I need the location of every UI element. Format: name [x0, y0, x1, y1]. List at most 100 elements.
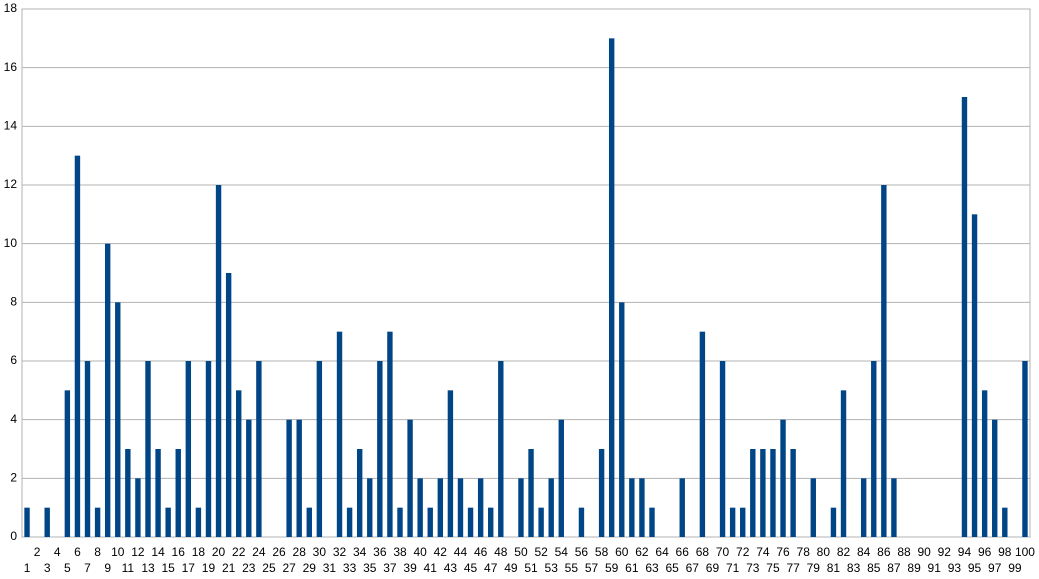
- bar: [780, 419, 786, 537]
- bar: [356, 449, 363, 537]
- y-tick-label: 12: [4, 177, 18, 191]
- x-tick-label: 31: [323, 561, 337, 575]
- bar: [467, 507, 474, 537]
- bar: [74, 155, 81, 537]
- x-tick-label: 41: [424, 561, 438, 575]
- y-tick-label: 10: [4, 236, 18, 250]
- bar: [256, 361, 262, 537]
- x-tick-label: 69: [706, 561, 720, 575]
- x-tick-label: 88: [897, 545, 911, 559]
- bar: [387, 331, 393, 537]
- x-tick-label: 51: [524, 561, 538, 575]
- bar: [649, 507, 655, 537]
- x-tick-label: 78: [797, 545, 811, 559]
- x-tick-label: 64: [655, 545, 669, 559]
- bar: [296, 419, 302, 537]
- bar: [427, 507, 433, 537]
- bar: [840, 390, 847, 537]
- x-tick-label: 24: [252, 545, 266, 559]
- x-tick-label: 63: [645, 561, 659, 575]
- x-tick-label: 79: [807, 561, 821, 575]
- x-tick-label: 5: [64, 561, 71, 575]
- x-tick-label: 49: [504, 561, 518, 575]
- x-tick-label: 53: [545, 561, 559, 575]
- bar: [679, 478, 685, 537]
- bar: [740, 507, 746, 537]
- bar: [881, 185, 887, 537]
- bar: [165, 507, 171, 537]
- x-tick-label: 29: [303, 561, 317, 575]
- x-tick-label: 16: [172, 545, 186, 559]
- x-tick-label: 96: [978, 545, 992, 559]
- bar: [518, 478, 524, 537]
- x-tick-label: 89: [907, 561, 921, 575]
- x-tick-label: 43: [444, 561, 458, 575]
- x-tick-label: 48: [494, 545, 508, 559]
- bar: [215, 185, 222, 537]
- x-tick-label: 73: [746, 561, 760, 575]
- x-tick-label: 45: [464, 561, 478, 575]
- x-tick-label: 8: [94, 545, 101, 559]
- bar: [1002, 507, 1008, 537]
- x-tick-label: 94: [958, 545, 972, 559]
- x-tick-label: 59: [605, 561, 619, 575]
- y-tick-label: 0: [10, 529, 17, 543]
- bar: [538, 507, 544, 537]
- x-tick-label: 93: [948, 561, 962, 575]
- x-tick-label: 58: [595, 545, 609, 559]
- x-tick-label: 56: [575, 545, 589, 559]
- bar: [548, 478, 554, 537]
- bar: [346, 507, 353, 537]
- x-tick-label: 55: [565, 561, 579, 575]
- bar: [397, 507, 403, 537]
- x-tick-label: 97: [988, 561, 1002, 575]
- bar: [155, 449, 161, 537]
- x-tick-label: 19: [202, 561, 216, 575]
- x-tick-label: 32: [333, 545, 347, 559]
- x-tick-label: 36: [373, 545, 387, 559]
- x-tick-label: 54: [555, 545, 569, 559]
- x-tick-label: 61: [625, 561, 639, 575]
- x-tick-label: 60: [615, 545, 629, 559]
- x-tick-label: 26: [272, 545, 286, 559]
- x-tick-label: 92: [938, 545, 952, 559]
- x-tick-label: 86: [877, 545, 891, 559]
- x-tick-label: 34: [353, 545, 367, 559]
- x-tick-label: 80: [817, 545, 831, 559]
- x-tick-label: 42: [434, 545, 448, 559]
- x-tick-label: 77: [786, 561, 800, 575]
- x-tick-label: 68: [696, 545, 710, 559]
- x-tick-label: 70: [716, 545, 730, 559]
- x-tick-label: 84: [857, 545, 871, 559]
- x-tick-label: 67: [686, 561, 700, 575]
- x-tick-label: 7: [84, 561, 91, 575]
- bar: [447, 390, 454, 537]
- bar: [316, 361, 323, 537]
- x-tick-label: 76: [776, 545, 790, 559]
- x-tick-label: 72: [736, 545, 750, 559]
- x-tick-label: 47: [484, 561, 498, 575]
- x-tick-label: 85: [867, 561, 881, 575]
- bar: [115, 302, 121, 537]
- x-tick-label: 9: [104, 561, 111, 575]
- x-tick-label: 40: [413, 545, 427, 559]
- bar: [236, 390, 242, 537]
- x-tick-label: 2: [34, 545, 41, 559]
- bar: [578, 507, 585, 537]
- bar: [407, 419, 413, 537]
- bar: [750, 449, 756, 537]
- bar: [457, 478, 464, 537]
- y-tick-label: 6: [10, 353, 17, 367]
- x-tick-label: 20: [212, 545, 226, 559]
- x-tick-label: 62: [635, 545, 649, 559]
- bar: [619, 302, 625, 537]
- bar: [246, 419, 252, 537]
- y-tick-label: 4: [10, 412, 17, 426]
- x-tick-label: 95: [968, 561, 982, 575]
- x-tick-label: 10: [111, 545, 125, 559]
- x-tick-label: 37: [383, 561, 397, 575]
- bar: [598, 449, 605, 537]
- bar: [145, 361, 151, 537]
- x-tick-label: 1: [24, 561, 31, 575]
